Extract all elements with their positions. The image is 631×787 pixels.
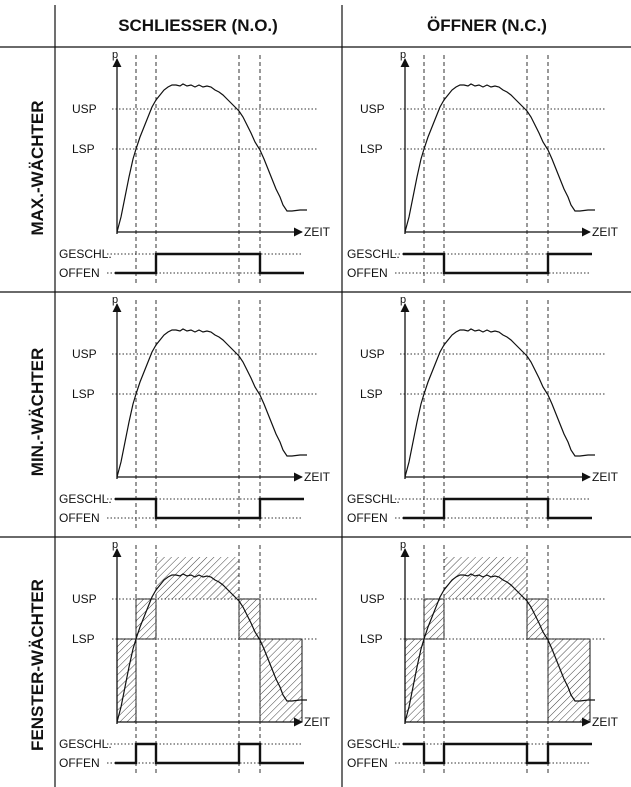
lsp-label: LSP (72, 142, 95, 156)
hatch-area (423, 598, 445, 640)
time-axis-label: ZEIT (304, 715, 331, 729)
usp-label: USP (72, 102, 97, 116)
open-label: OFFEN (59, 266, 100, 280)
closed-label: GESCHL. (347, 492, 400, 506)
pressure-axis-label: p (112, 539, 118, 551)
row-header-max: MAX.-WÄCHTER (28, 100, 47, 235)
panel-min-nc: USP LSP p ZEIT GESCHL. OFFEN (347, 294, 619, 530)
lsp-label: LSP (360, 632, 383, 646)
row-header-window: FENSTER-WÄCHTER (28, 579, 47, 751)
usp-label: USP (72, 592, 97, 606)
open-label: OFFEN (59, 511, 100, 525)
time-axis-label: ZEIT (592, 225, 619, 239)
usp-label: USP (360, 102, 385, 116)
open-label: OFFEN (59, 756, 100, 770)
closed-label: GESCHL. (347, 247, 400, 261)
panel-max-nc: USP LSP p ZEIT GESCHL. OFFEN (347, 49, 619, 285)
table-grid (0, 5, 631, 787)
column-header-no: SCHLIESSER (N.O.) (118, 16, 278, 35)
row-header-min: MIN.-WÄCHTER (28, 348, 47, 476)
pressure-axis-label: p (112, 294, 118, 306)
open-label: OFFEN (347, 756, 388, 770)
panel-min-no: USP LSP p ZEIT GESCHL. OFFEN (59, 294, 331, 530)
hatch-area (444, 557, 527, 599)
time-axis-label: ZEIT (304, 225, 331, 239)
usp-label: USP (72, 347, 97, 361)
pressure-curve (116, 328, 307, 478)
panels: USP LSP p ZEIT GESCHL. OFFEN USP LSP p ZEIT GESCHL… (59, 49, 619, 775)
pressure-axis-label: p (112, 49, 118, 61)
panel-window-nc: USP LSP p ZEIT GESCHL. OFFEN (347, 539, 619, 775)
pressure-curve (404, 83, 595, 233)
output-signal (403, 497, 592, 520)
closed-label: GESCHL. (59, 247, 112, 261)
lsp-label: LSP (360, 142, 383, 156)
closed-label: GESCHL. (59, 737, 112, 751)
time-axis-label: ZEIT (592, 715, 619, 729)
pressure-axis-label: p (400, 294, 406, 306)
closed-label: GESCHL. (347, 737, 400, 751)
pressure-curve (404, 573, 595, 723)
hatch-area (135, 598, 157, 640)
time-axis-label: ZEIT (304, 470, 331, 484)
panel-window-no: USP LSP p ZEIT GESCHL. OFFEN (59, 539, 331, 775)
hatch-area (547, 638, 591, 723)
time-axis-label: ZEIT (592, 470, 619, 484)
open-label: OFFEN (347, 511, 388, 525)
open-label: OFFEN (347, 266, 388, 280)
output-signal (115, 742, 304, 765)
usp-label: USP (360, 347, 385, 361)
hatch-area (259, 638, 303, 723)
lsp-label: LSP (72, 387, 95, 401)
output-signal (115, 497, 304, 520)
column-header-nc: ÖFFNER (N.C.) (427, 16, 547, 35)
output-signal (403, 742, 592, 765)
pressure-axis-label: p (400, 539, 406, 551)
pressure-curve (116, 573, 307, 723)
lsp-label: LSP (360, 387, 383, 401)
output-signal (403, 252, 592, 275)
usp-label: USP (360, 592, 385, 606)
lsp-label: LSP (72, 632, 95, 646)
panel-max-no: USP LSP p ZEIT GESCHL. OFFEN (59, 49, 331, 285)
hatch-area (156, 557, 239, 599)
pressure-curve (404, 328, 595, 478)
output-signal (115, 252, 304, 275)
pressure-axis-label: p (400, 49, 406, 61)
closed-label: GESCHL. (59, 492, 112, 506)
pressure-curve (116, 83, 307, 233)
